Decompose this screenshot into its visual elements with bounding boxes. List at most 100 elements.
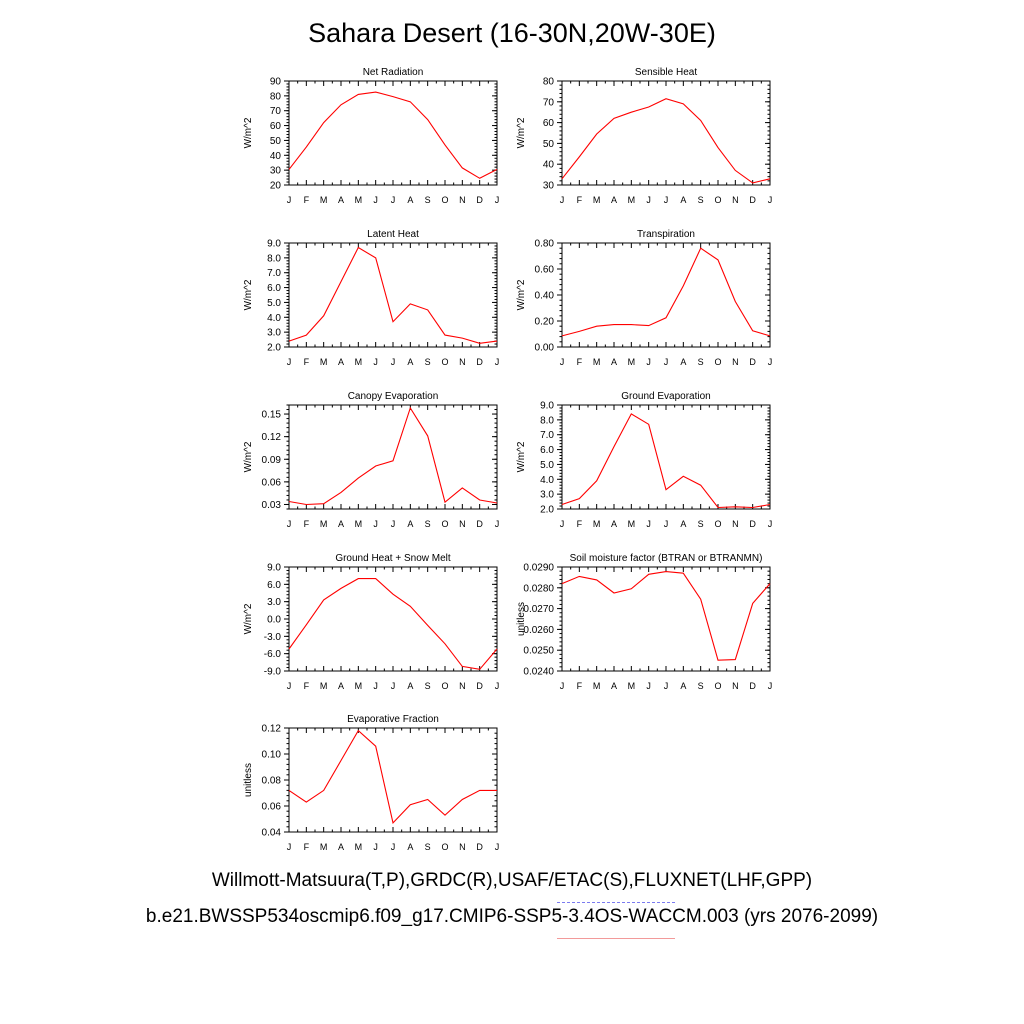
x-tick-label: O — [441, 519, 448, 529]
x-tick-label: N — [732, 195, 739, 205]
y-tick-label: 3.0 — [267, 328, 281, 339]
y-axis-label: W/m^2 — [243, 441, 254, 472]
x-tick-label: M — [593, 519, 601, 529]
y-tick-label: 7.0 — [267, 268, 281, 279]
x-tick-label: J — [373, 842, 378, 852]
x-tick-label: M — [355, 195, 363, 205]
panel-title: Evaporative Fraction — [347, 714, 439, 725]
x-tick-label: M — [628, 681, 636, 691]
observations-legend-swatch — [557, 902, 675, 903]
x-tick-label: J — [373, 519, 378, 529]
x-tick-label: F — [304, 681, 310, 691]
y-tick-label: 0.0250 — [523, 646, 554, 657]
x-tick-label: A — [680, 681, 686, 691]
y-tick-label: 20 — [270, 181, 282, 192]
y-tick-label: 8.0 — [267, 253, 281, 264]
y-tick-label: 3.0 — [267, 597, 281, 608]
plot-frame — [561, 404, 771, 510]
y-tick-label: 0.40 — [535, 291, 555, 302]
x-tick-label: O — [441, 195, 448, 205]
chart-panel: J F M A M J J A S O N D J2.03.04.05.06.07.08.09.0Lat… — [243, 229, 499, 367]
y-tick-label: 80 — [270, 91, 282, 102]
y-tick-label: 50 — [543, 139, 555, 150]
x-tick-label: S — [698, 519, 704, 529]
y-axis-label: unitless — [243, 763, 254, 797]
x-tick-label: J — [495, 842, 500, 852]
y-tick-label: 6.0 — [267, 580, 281, 591]
x-tick-label: M — [628, 357, 636, 367]
x-tick-label: N — [459, 681, 466, 691]
x-tick-label: J — [560, 519, 565, 529]
chart-panel: J F M A M J J A S O N D J-9.0-6.0-3.00.03.06.09.0Gro… — [243, 553, 499, 691]
x-tick-label: J — [664, 357, 669, 367]
figure-title: Sahara Desert (16-30N,20W-30E) — [308, 18, 716, 48]
x-tick-label: M — [628, 519, 636, 529]
x-tick-label: J — [768, 681, 773, 691]
y-tick-label: 70 — [270, 106, 282, 117]
y-tick-label: 0.0290 — [523, 563, 554, 574]
x-tick-label: D — [476, 519, 483, 529]
y-tick-label: 0.04 — [262, 828, 282, 839]
x-tick-label: O — [441, 842, 448, 852]
y-tick-label: 6.0 — [267, 283, 281, 294]
y-axis-label: W/m^2 — [243, 117, 254, 148]
y-tick-label: -3.0 — [264, 632, 282, 643]
plot-frame — [561, 80, 771, 186]
x-tick-label: J — [495, 519, 500, 529]
y-tick-label: 60 — [543, 118, 555, 129]
x-tick-label: F — [304, 195, 310, 205]
y-tick-label: 6.0 — [540, 445, 554, 456]
x-tick-label: D — [749, 357, 756, 367]
y-tick-label: 0.80 — [535, 239, 555, 250]
y-tick-label: 7.0 — [540, 430, 554, 441]
x-tick-label: A — [611, 357, 617, 367]
x-tick-label: D — [476, 195, 483, 205]
x-tick-label: M — [320, 519, 328, 529]
y-tick-label: 4.0 — [267, 313, 281, 324]
x-tick-label: S — [425, 519, 431, 529]
x-tick-label: J — [646, 357, 651, 367]
x-tick-label: S — [425, 842, 431, 852]
y-tick-label: 0.15 — [262, 410, 282, 421]
series-line — [288, 406, 498, 506]
x-tick-label: A — [338, 357, 344, 367]
y-tick-label: 8.0 — [540, 415, 554, 426]
x-tick-label: A — [611, 195, 617, 205]
x-tick-label: J — [768, 195, 773, 205]
y-tick-label: 0.60 — [535, 265, 555, 276]
chart-panel: J F M A M J J A S O N D J2.03.04.05.06.07.08.09.0Gro… — [516, 391, 772, 529]
x-tick-label: M — [355, 842, 363, 852]
x-tick-label: J — [646, 195, 651, 205]
x-tick-label: J — [664, 195, 669, 205]
x-tick-label: D — [749, 195, 756, 205]
x-tick-label: J — [560, 681, 565, 691]
x-tick-label: D — [476, 681, 483, 691]
x-tick-label: N — [732, 519, 739, 529]
model-legend-label: b.e21.BWSSP534oscmip6.f09_g17.CMIP6-SSP5… — [145, 906, 879, 927]
x-tick-label: M — [355, 357, 363, 367]
x-tick-label: D — [749, 681, 756, 691]
x-tick-label: D — [476, 357, 483, 367]
x-tick-label: N — [732, 357, 739, 367]
chart-panel: J F M A M J J A S O N D J0.040.060.080.100.12Evapora… — [243, 714, 499, 852]
y-tick-label: 9.0 — [267, 239, 281, 250]
panel-title: Sensible Heat — [635, 67, 697, 78]
y-tick-label: 0.0 — [267, 615, 281, 626]
x-tick-label: N — [459, 195, 466, 205]
x-tick-label: S — [698, 195, 704, 205]
x-tick-label: J — [391, 681, 396, 691]
x-tick-label: J — [768, 357, 773, 367]
x-tick-label: A — [611, 519, 617, 529]
series-line — [288, 246, 498, 344]
series-line — [561, 98, 771, 184]
x-tick-label: O — [441, 681, 448, 691]
x-tick-label: F — [577, 357, 583, 367]
x-tick-label: S — [425, 681, 431, 691]
x-tick-label: J — [287, 357, 292, 367]
y-tick-label: 50 — [270, 136, 282, 147]
y-axis-label: unitless — [516, 602, 527, 636]
y-tick-label: 5.0 — [540, 460, 554, 471]
x-tick-label: A — [338, 195, 344, 205]
x-tick-label: J — [391, 842, 396, 852]
panel-title: Canopy Evaporation — [348, 391, 439, 402]
